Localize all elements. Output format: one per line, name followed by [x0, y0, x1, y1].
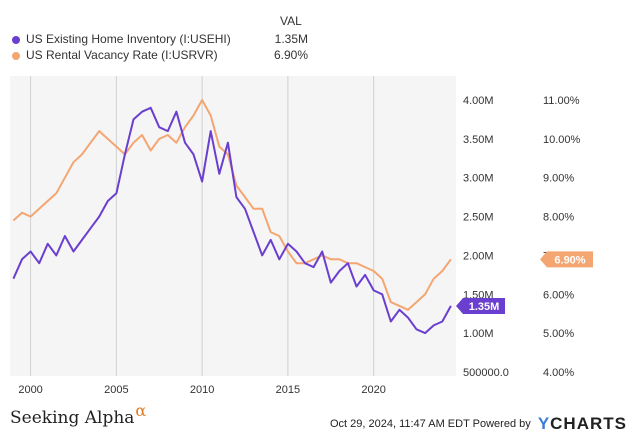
left-tick-label: 1.00M [463, 328, 494, 340]
footer-attribution: Oct 29, 2024, 11:47 AM EDT Powered by YC… [330, 414, 627, 434]
right-tick-label: 6.00% [543, 289, 574, 301]
series-lines [12, 99, 452, 335]
left-tick-label: 3.00M [463, 173, 494, 185]
legend-item-vacancy[interactable]: US Rental Vacancy Rate (I:USRVR) 6.90% [8, 48, 308, 64]
x-axis-ticks: 2000 2005 2010 2015 2020 [18, 384, 386, 396]
right-tick-label: 5.00% [543, 328, 574, 340]
right-tick-label: 4.00% [543, 367, 574, 379]
x-tick-label: 2020 [361, 384, 385, 396]
legend-value-header: VAL [280, 14, 302, 28]
ycharts-wordmark: CHARTS [550, 414, 627, 433]
right-tick-label: 11.00% [543, 95, 580, 107]
x-tick-label: 2000 [18, 384, 42, 396]
alpha-icon: α [135, 401, 147, 420]
legend-item-inventory[interactable]: US Existing Home Inventory (I:USEHI) 1.3… [8, 32, 308, 48]
end-label-tag [456, 297, 505, 314]
end-label-tag [540, 251, 593, 268]
ycharts-y-icon: Y [537, 414, 551, 433]
series-dot-icon [12, 52, 20, 60]
series-dot-icon [12, 36, 20, 44]
left-tick-label: 500000.0 [463, 367, 509, 379]
end-label-text: 1.35M [469, 301, 500, 313]
x-tick-label: 2005 [104, 384, 128, 396]
left-tick-label: 2.00M [463, 250, 494, 262]
brand-name: Seeking Alpha [10, 408, 135, 428]
left-tick-label: 2.50M [463, 212, 494, 224]
plot-area [10, 76, 456, 376]
legend-item-label: US Existing Home Inventory (I:USEHI) [26, 32, 231, 46]
seeking-alpha-logo: Seeking Alphaα [10, 401, 146, 428]
legend-item-label: US Rental Vacancy Rate (I:USRVR) [26, 48, 218, 62]
inventory-series-line[interactable] [12, 106, 452, 335]
right-axis-ticks: 11.00%10.00%9.00%8.00%7.00%6.00%5.00%4.0… [543, 95, 581, 379]
left-axis-ticks: 4.00M3.50M3.00M2.50M2.00M1.50M1.00M50000… [463, 95, 509, 379]
right-tick-label: 9.00% [543, 173, 574, 185]
left-tick-label: 4.00M [463, 95, 494, 107]
timestamp: Oct 29, 2024, 11:47 AM EDT Powered by [329, 418, 531, 430]
x-tick-label: 2010 [190, 384, 214, 396]
left-tick-label: 3.50M [463, 134, 494, 146]
ycharts-logo: YCHARTS [538, 414, 627, 433]
end-value-labels: 6.90% 1.35M [456, 251, 593, 314]
x-tick-label: 2015 [276, 384, 300, 396]
x-gridlines [30, 76, 375, 376]
line-chart: 4.00M3.50M3.00M2.50M2.00M1.50M1.00M50000… [10, 76, 593, 396]
end-label-text: 6.90% [554, 254, 585, 266]
right-tick-label: 10.00% [543, 134, 581, 146]
legend-item-value: 1.35M [274, 32, 308, 46]
legend-item-value: 6.90% [273, 48, 308, 62]
right-tick-label: 8.00% [543, 212, 574, 224]
